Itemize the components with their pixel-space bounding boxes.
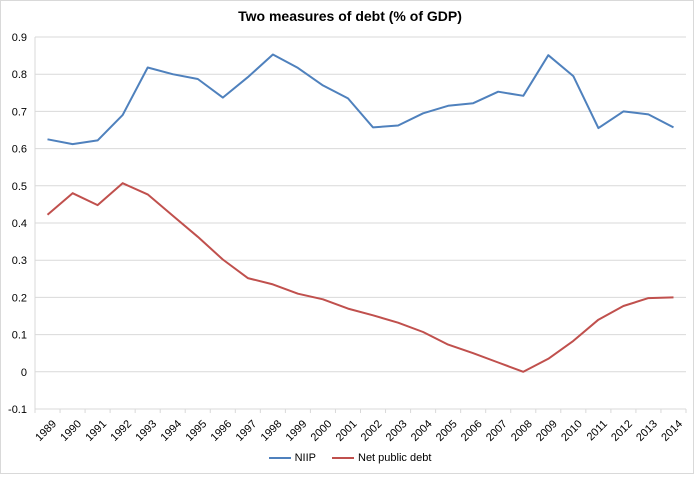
legend-label-niip: NIIP [294, 452, 316, 464]
x-tick-label: 2012 [609, 418, 635, 444]
x-tick-label: 2013 [634, 418, 660, 444]
x-tick-label: 2011 [585, 418, 610, 443]
y-tick-label: 0 [21, 367, 27, 379]
x-tick-label: 2006 [459, 418, 485, 444]
x-tick-label: 1997 [234, 418, 260, 444]
x-tick-label: 2003 [384, 418, 410, 444]
x-tick-label: 2008 [509, 418, 535, 444]
y-tick-label: 0.4 [12, 218, 27, 230]
y-tick-label: 0.6 [12, 144, 27, 156]
y-tick-label: 0.9 [12, 32, 27, 44]
x-tick-label: 1999 [284, 418, 310, 444]
x-tick-label: 2007 [484, 418, 510, 444]
y-tick-label: 0.3 [12, 255, 27, 267]
x-tick-label: 2002 [359, 418, 385, 444]
x-tick-label: 2004 [409, 418, 435, 444]
x-tick-label: 1998 [259, 418, 285, 444]
x-tick-label: 1996 [209, 418, 235, 444]
x-tick-label: 2000 [309, 418, 335, 444]
x-tick-label: 2005 [434, 418, 460, 444]
x-tick-label: 2009 [534, 418, 560, 444]
legend-swatch-niip [268, 457, 291, 459]
x-tick-label: 1993 [133, 418, 159, 444]
x-tick-label: 2014 [659, 418, 685, 444]
y-tick-label: 0.8 [12, 69, 27, 81]
y-axis-ticks: -0.1 0 0.1 0.2 0.3 0.4 0.5 0.6 0.7 0.8 0.9 [8, 32, 27, 416]
x-tick-label: 1994 [158, 418, 184, 444]
series-line-net-public-debt [46, 182, 674, 373]
x-tick-label: 2010 [559, 418, 585, 444]
x-tick-label: 2001 [334, 418, 360, 444]
y-tick-label: 0.1 [12, 330, 27, 342]
series-line-niip [47, 53, 674, 146]
x-tick-label: 1990 [58, 418, 84, 444]
x-axis-ticks: 1989 1990 1991 1992 1993 1994 1995 1996 1997 1998… [33, 409, 687, 444]
y-tick-label: 0.7 [12, 106, 27, 118]
y-tick-label: 0.2 [12, 292, 27, 304]
legend-item-net-public-debt: Net public debt [332, 452, 431, 464]
x-tick-label: 1992 [108, 418, 134, 444]
x-tick-label: 1991 [83, 418, 109, 444]
gridlines [34, 36, 686, 410]
series-lines [46, 53, 674, 373]
legend-item-niip: NIIP [268, 452, 316, 464]
x-tick-label: 1995 [184, 418, 210, 444]
legend-swatch-net-public-debt [332, 457, 354, 459]
x-tick-label: 1989 [33, 418, 59, 444]
y-tick-label: 0.5 [12, 181, 27, 193]
legend-label-net-public-debt: Net public debt [358, 452, 432, 464]
chart-title: Two measures of debt (% of GDP) [238, 8, 462, 24]
legend: NIIP Net public debt [0, 452, 700, 464]
y-tick-label: -0.1 [8, 404, 27, 416]
